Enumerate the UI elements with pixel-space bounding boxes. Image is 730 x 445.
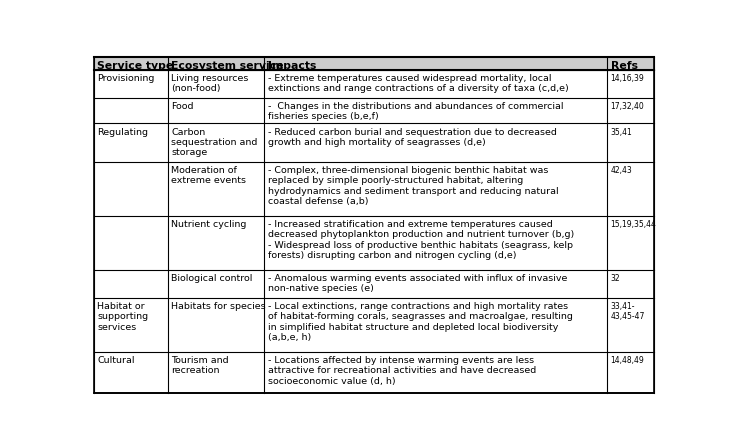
Text: Cultural: Cultural xyxy=(98,356,135,365)
Text: 33,41-
43,45-47: 33,41- 43,45-47 xyxy=(610,302,645,321)
Text: Ecosystem service: Ecosystem service xyxy=(172,61,284,71)
Text: Habitats for species: Habitats for species xyxy=(172,302,266,311)
Text: - Extreme temperatures caused widespread mortality, local
extinctions and range : - Extreme temperatures caused widespread… xyxy=(268,74,569,93)
Text: Habitat or
supporting
services: Habitat or supporting services xyxy=(98,302,149,332)
Text: -  Changes in the distributions and abundances of commercial
fisheries species (: - Changes in the distributions and abund… xyxy=(268,102,564,121)
Text: - Increased stratification and extreme temperatures caused
decreased phytoplankt: - Increased stratification and extreme t… xyxy=(268,220,574,260)
Text: Living resources
(non-food): Living resources (non-food) xyxy=(172,74,249,93)
Bar xyxy=(94,57,654,70)
Text: 42,43: 42,43 xyxy=(610,166,632,175)
Text: Tourism and
recreation: Tourism and recreation xyxy=(172,356,229,375)
Text: Impacts: Impacts xyxy=(268,61,316,71)
Text: 15,19,35,44: 15,19,35,44 xyxy=(610,220,656,229)
Text: Service type: Service type xyxy=(98,61,174,71)
Text: 32: 32 xyxy=(610,274,620,283)
Text: Refs: Refs xyxy=(610,61,637,71)
Text: Biological control: Biological control xyxy=(172,274,253,283)
Text: 35,41: 35,41 xyxy=(610,128,632,137)
Text: Nutrient cycling: Nutrient cycling xyxy=(172,220,247,229)
Text: Provisioning: Provisioning xyxy=(98,74,155,83)
Text: Carbon
sequestration and
storage: Carbon sequestration and storage xyxy=(172,128,258,158)
Text: 14,48,49: 14,48,49 xyxy=(610,356,645,365)
Text: - Anomalous warming events associated with influx of invasive
non-native species: - Anomalous warming events associated wi… xyxy=(268,274,567,293)
Text: Regulating: Regulating xyxy=(98,128,148,137)
Text: 14,16,39: 14,16,39 xyxy=(610,74,645,83)
Text: - Locations affected by intense warming events are less
attractive for recreatio: - Locations affected by intense warming … xyxy=(268,356,536,385)
Text: - Complex, three-dimensional biogenic benthic habitat was
replaced by simple poo: - Complex, three-dimensional biogenic be… xyxy=(268,166,558,206)
Text: - Local extinctions, range contractions and high mortality rates
of habitat-form: - Local extinctions, range contractions … xyxy=(268,302,572,342)
Text: Food: Food xyxy=(172,102,194,111)
Text: 17,32,40: 17,32,40 xyxy=(610,102,645,111)
Text: - Reduced carbon burial and sequestration due to decreased
growth and high morta: - Reduced carbon burial and sequestratio… xyxy=(268,128,556,147)
Text: Moderation of
extreme events: Moderation of extreme events xyxy=(172,166,247,186)
